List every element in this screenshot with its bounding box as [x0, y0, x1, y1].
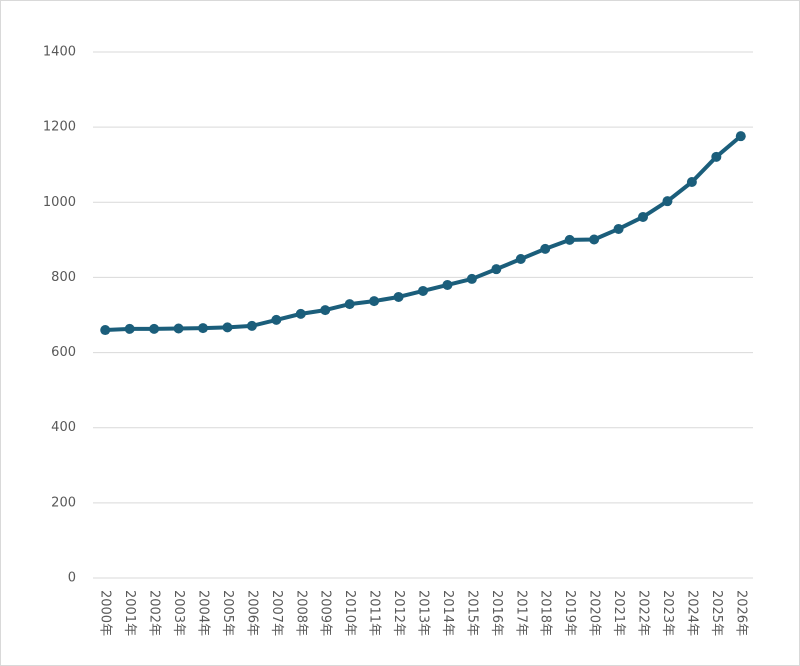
point [540, 243, 551, 254]
point [344, 299, 355, 310]
point [735, 131, 746, 142]
y-tick-label: 200 [51, 495, 76, 510]
x-tick-label: 2001年 [122, 590, 137, 636]
x-tick-label: 2017年 [513, 590, 528, 636]
y-tick-label: 1000 [43, 195, 76, 210]
point [124, 323, 135, 334]
y-tick-label: 1400 [43, 45, 76, 60]
point [613, 223, 624, 234]
point [638, 211, 648, 222]
x-tick-label: 2023年 [660, 590, 675, 636]
y-tick-label: 800 [51, 270, 76, 285]
point [320, 305, 331, 316]
point [442, 279, 453, 290]
x-tick-label: 2008年 [293, 590, 308, 636]
x-tick-label: 2003年 [171, 590, 186, 636]
x-tick-label: 2021年 [611, 590, 626, 636]
x-tick-label: 2004年 [196, 590, 211, 636]
point [100, 325, 111, 336]
point [662, 196, 673, 207]
point [466, 273, 477, 284]
x-tick-label: 2014年 [440, 590, 455, 636]
point [271, 314, 282, 325]
x-tick-label: 2005年 [220, 590, 235, 636]
y-tick-label: 400 [51, 420, 76, 435]
point [564, 234, 575, 245]
point [393, 291, 404, 302]
point [149, 323, 160, 334]
x-tick-label: 2011年 [367, 590, 382, 636]
point [515, 254, 526, 265]
x-tick-label: 2009年 [318, 590, 333, 636]
x-tick-label: 2006年 [244, 590, 259, 636]
x-tick-label: 2020年 [587, 590, 602, 636]
x-tick-label: 2019年 [562, 590, 577, 636]
point [491, 264, 502, 275]
x-tick-label: 2010年 [342, 590, 357, 636]
point [198, 323, 208, 334]
x-tick-label: 2012年 [391, 590, 406, 636]
point [369, 296, 380, 307]
y-tick-label: 0 [68, 571, 76, 586]
x-tick-label: 2016年 [489, 590, 504, 636]
x-tick-label: 2024年 [684, 590, 699, 636]
point [222, 322, 233, 333]
point [295, 308, 306, 319]
x-tick-label: 2018年 [538, 590, 553, 636]
point [246, 320, 257, 331]
x-tick-label: 2015年 [464, 590, 479, 636]
x-tick-label: 2022年 [636, 590, 651, 636]
point [589, 234, 600, 245]
x-tick-label: 2007年 [269, 590, 284, 636]
point [686, 176, 697, 187]
x-tick-label: 2002年 [147, 590, 162, 636]
y-tick-label: 600 [51, 345, 76, 360]
x-tick-label: 2000年 [98, 590, 113, 636]
x-tick-label: 2025年 [709, 590, 724, 636]
point [711, 151, 722, 162]
x-tick-label: 2026年 [733, 590, 748, 636]
point [173, 323, 184, 334]
point [418, 285, 428, 296]
x-tick-label: 2013年 [416, 590, 431, 636]
y-tick-label: 1200 [43, 120, 76, 135]
